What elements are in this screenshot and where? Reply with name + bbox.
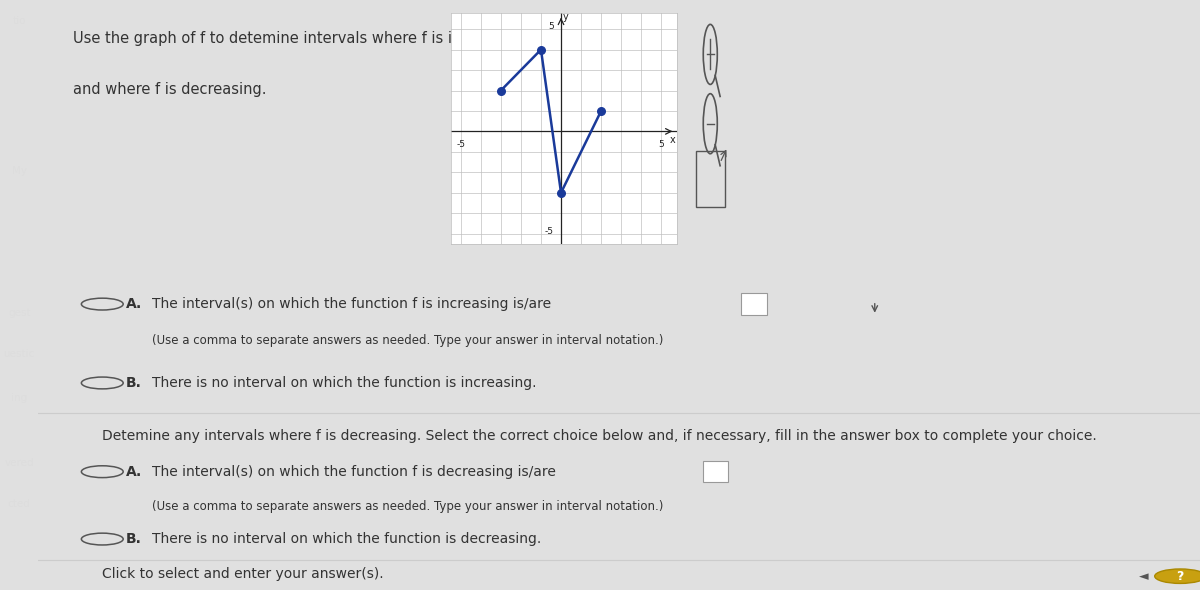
Bar [742, 293, 767, 315]
Text: B.: B. [126, 376, 142, 390]
Text: The interval(s) on which the function f is increasing is/are: The interval(s) on which the function f … [152, 297, 551, 311]
Point [532, 45, 551, 54]
Text: x: x [670, 135, 676, 145]
Text: ►: ► [1157, 570, 1166, 583]
Text: ?: ? [1176, 570, 1184, 583]
Bar [703, 461, 728, 483]
Text: Detemine any intervals where f is decreasing. Select the correct choice below an: Detemine any intervals where f is decrea… [102, 428, 1097, 442]
Text: Click to select and enter your answer(s).: Click to select and enter your answer(s)… [102, 567, 384, 581]
Text: y: y [563, 12, 569, 22]
Text: 5: 5 [659, 140, 664, 149]
Text: A.: A. [126, 297, 142, 311]
Text: vered: vered [5, 458, 34, 468]
Text: 5: 5 [548, 22, 554, 31]
Text: (Use a comma to separate answers as needed. Type your answer in interval notatio: (Use a comma to separate answers as need… [152, 500, 664, 513]
Text: My: My [12, 166, 26, 176]
Point [552, 188, 571, 198]
Point [491, 86, 510, 95]
Text: There is no interval on which the function is decreasing.: There is no interval on which the functi… [152, 532, 541, 546]
Text: ing: ing [11, 394, 28, 403]
Text: uestic: uestic [4, 349, 35, 359]
Text: ◄: ◄ [1140, 570, 1150, 583]
Text: tio: tio [12, 16, 26, 25]
Text: and where f is decreasing.: and where f is decreasing. [73, 82, 266, 97]
Circle shape [1154, 569, 1200, 584]
Text: (Use a comma to separate answers as needed. Type your answer in interval notatio: (Use a comma to separate answers as need… [152, 334, 664, 347]
Text: -5: -5 [545, 227, 554, 235]
Text: -5: -5 [456, 140, 466, 149]
Text: cted: cted [7, 500, 31, 509]
Text: The interval(s) on which the function f is decreasing is/are: The interval(s) on which the function f … [152, 465, 556, 478]
Point [592, 106, 611, 116]
Text: B.: B. [126, 532, 142, 546]
Text: Use the graph of f to detemine intervals where f is increasing: Use the graph of f to detemine intervals… [73, 31, 524, 46]
Text: There is no interval on which the function is increasing.: There is no interval on which the functi… [152, 376, 536, 390]
Text: A.: A. [126, 465, 142, 478]
Text: gest: gest [8, 308, 30, 317]
